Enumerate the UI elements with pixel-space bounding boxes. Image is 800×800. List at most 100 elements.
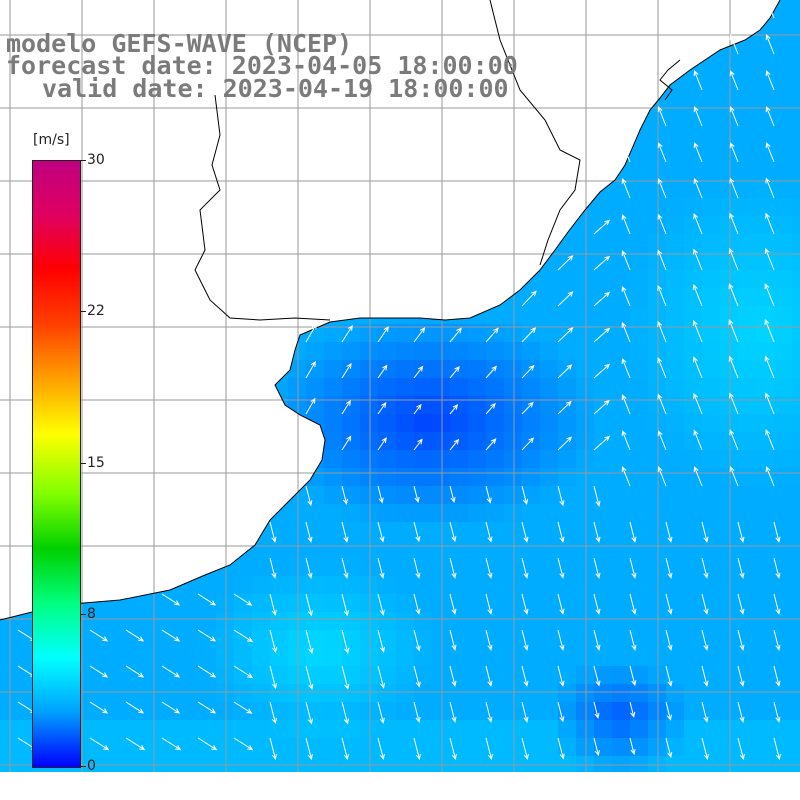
wind-speed-cell xyxy=(666,360,685,379)
wind-speed-cell xyxy=(612,612,631,631)
colorbar-tick xyxy=(80,160,86,161)
wind-speed-cell xyxy=(612,666,631,685)
wind-arrow xyxy=(765,212,775,235)
wind-speed-cell xyxy=(432,594,451,613)
wind-speed-cell xyxy=(468,360,487,379)
wind-speed-cell xyxy=(486,684,505,703)
wind-speed-cell xyxy=(90,720,109,739)
wind-speed-cell xyxy=(720,198,739,217)
wind-arrow xyxy=(521,401,534,415)
wind-arrow xyxy=(557,291,574,307)
wind-speed-cell xyxy=(324,648,343,667)
wind-speed-cell xyxy=(504,414,523,433)
wind-speed-cell xyxy=(432,324,451,343)
wind-speed-cell xyxy=(774,558,793,577)
wind-speed-cell xyxy=(306,720,325,739)
wind-speed-cell xyxy=(414,720,433,739)
wind-arrow xyxy=(764,283,775,307)
wind-speed-cell xyxy=(612,648,631,667)
wind-speed-cell xyxy=(648,576,667,595)
wind-speed-cell xyxy=(756,324,775,343)
wind-arrow xyxy=(593,291,611,307)
wind-speed-cell xyxy=(792,18,800,37)
wind-arrow xyxy=(89,629,109,642)
wind-arrow xyxy=(729,466,739,487)
wind-speed-cell xyxy=(720,252,739,271)
wind-arrow xyxy=(657,320,667,343)
wind-speed-cell xyxy=(792,126,800,145)
wind-speed-cell xyxy=(648,342,667,361)
wind-speed-cell xyxy=(270,702,289,721)
wind-arrow xyxy=(593,701,600,719)
coastline xyxy=(0,0,781,621)
wind-speed-cell xyxy=(774,270,793,289)
wind-speed-cell xyxy=(720,342,739,361)
wind-speed-cell xyxy=(612,270,631,289)
wind-arrow xyxy=(485,629,493,651)
wind-speed-cell xyxy=(576,720,595,739)
wind-speed-cell xyxy=(342,450,361,469)
wind-arrow xyxy=(773,665,781,687)
wind-arrow xyxy=(621,214,631,235)
wind-speed-cell xyxy=(432,684,451,703)
wind-speed-cell xyxy=(324,378,343,397)
wind-speed-cell xyxy=(756,162,775,181)
wind-arrow xyxy=(729,106,739,127)
wind-arrow xyxy=(341,521,349,543)
wind-arrow xyxy=(377,629,385,653)
wind-speed-cell xyxy=(252,684,271,703)
wind-speed-cell xyxy=(378,414,397,433)
wind-speed-cell xyxy=(792,396,800,415)
wind-speed-cell xyxy=(216,720,235,739)
wind-speed-cell xyxy=(288,684,307,703)
wind-speed-cell xyxy=(612,216,631,235)
wind-speed-cell xyxy=(540,612,559,631)
wind-speed-cell xyxy=(486,504,505,523)
wind-speed-cell xyxy=(342,612,361,631)
wind-speed-cell xyxy=(594,450,613,469)
wind-arrow xyxy=(449,521,457,543)
wind-speed-cell xyxy=(684,522,703,541)
wind-speed-cell xyxy=(774,36,793,55)
wind-speed-cell xyxy=(0,648,19,667)
wind-arrow xyxy=(728,247,739,271)
wind-speed-cell xyxy=(720,324,739,343)
wind-speed-cell xyxy=(378,720,397,739)
wind-arrow xyxy=(521,521,529,543)
wind-speed-cell xyxy=(324,540,343,559)
wind-arrow xyxy=(197,737,218,751)
wind-speed-cell xyxy=(594,522,613,541)
wind-speed-cell xyxy=(648,558,667,577)
wind-speed-cell xyxy=(414,576,433,595)
wind-speed-cell xyxy=(594,270,613,289)
wind-speed-cell xyxy=(648,180,667,199)
colorbar-ramp xyxy=(32,160,81,768)
wind-speed-cell xyxy=(756,648,775,667)
wind-speed-cell xyxy=(774,360,793,379)
wind-speed-cell xyxy=(756,630,775,649)
wind-speed-cell xyxy=(666,378,685,397)
wind-speed-cell xyxy=(324,558,343,577)
wind-speed-cell xyxy=(774,324,793,343)
wind-speed-cell xyxy=(792,522,800,541)
wind-speed-cell xyxy=(594,612,613,631)
wind-speed-cell xyxy=(522,630,541,649)
wind-speed-cell xyxy=(288,360,307,379)
wind-speed-cell xyxy=(18,648,37,667)
wind-arrow xyxy=(765,392,775,415)
wind-speed-cell xyxy=(522,648,541,667)
wind-arrow xyxy=(449,438,460,451)
wind-arrow xyxy=(341,557,349,579)
wind-arrow xyxy=(125,737,146,751)
wind-speed-cell xyxy=(540,288,559,307)
wind-arrow xyxy=(621,357,631,379)
wind-speed-cell xyxy=(666,720,685,739)
wind-speed-cell xyxy=(576,558,595,577)
wind-speed-cell xyxy=(180,612,199,631)
wind-speed-cell xyxy=(486,396,505,415)
wind-arrow xyxy=(729,429,739,451)
wind-arrow xyxy=(557,255,574,271)
wind-speed-cell xyxy=(198,576,217,595)
wind-speed-cell xyxy=(612,594,631,613)
wind-speed-cell xyxy=(702,396,721,415)
